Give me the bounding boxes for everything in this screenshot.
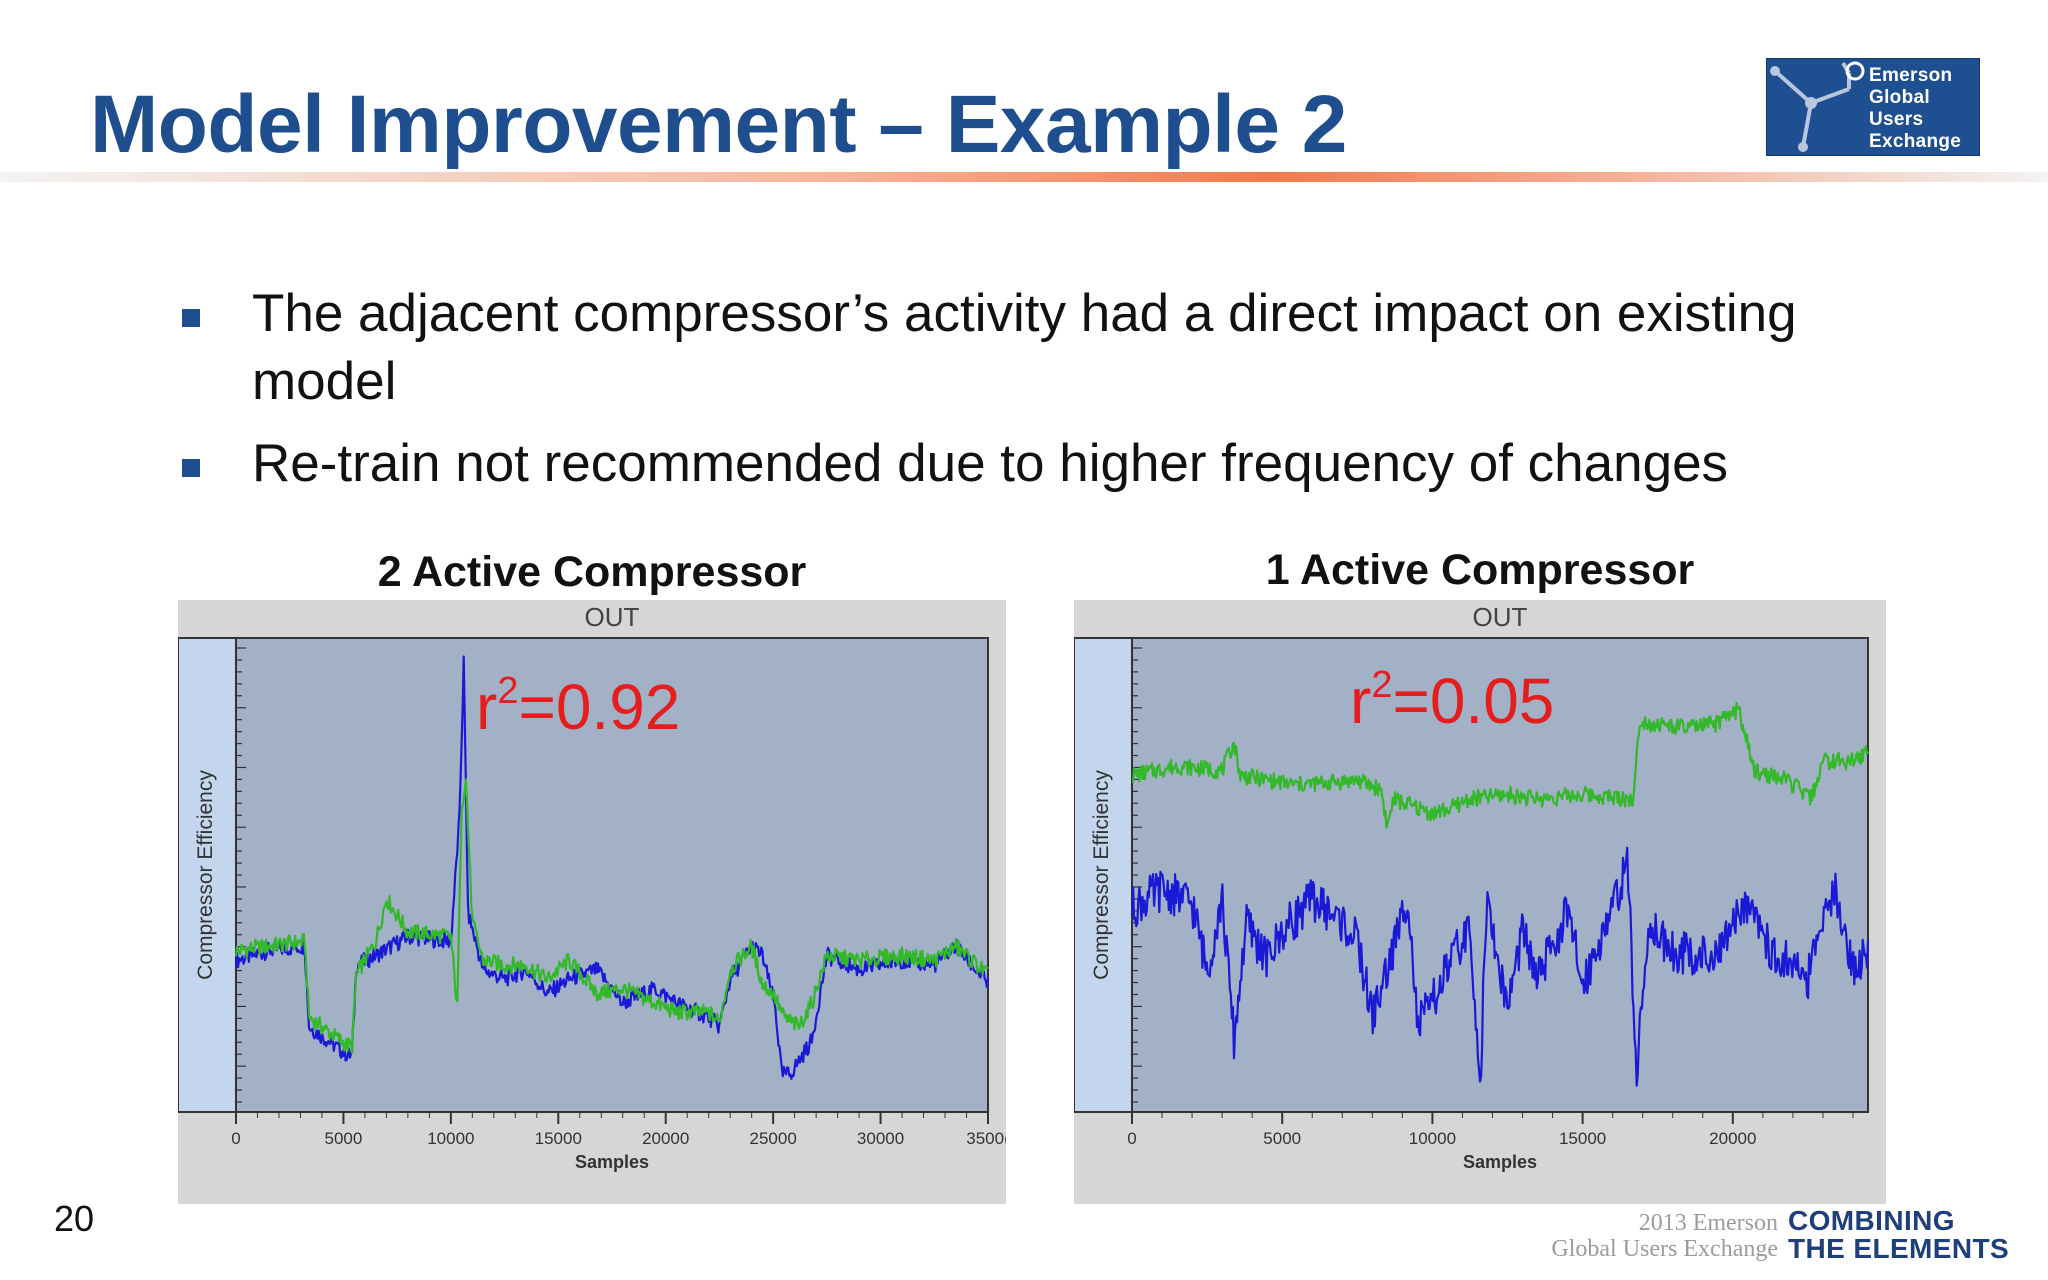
x-tick-label: 0 <box>1127 1129 1136 1148</box>
x-tick-label: 5000 <box>325 1129 363 1148</box>
x-tick-label: 0 <box>231 1129 240 1148</box>
footer-event-label: 2013 Emerson Global Users Exchange <box>1551 1210 1778 1262</box>
square-bullet-icon <box>182 309 200 327</box>
x-tick-label: 3500( <box>966 1129 1006 1148</box>
r-squared-annotation-left: r2=0.92 <box>476 670 681 743</box>
x-tick-label: 20000 <box>1709 1129 1756 1148</box>
x-tick-label: 5000 <box>1263 1129 1301 1148</box>
compressor-efficiency-chart-2-active: OUT Compressor Efficiency 0 5000 10000 15000 2… <box>178 600 1006 1204</box>
square-bullet-icon <box>182 459 200 477</box>
bullet-item: The adjacent compressor’s activity had a… <box>170 280 1890 416</box>
x-axis-label: Samples <box>575 1152 649 1172</box>
y-axis-strip <box>1074 637 1133 1113</box>
bullet-list: The adjacent compressor’s activity had a… <box>170 280 1890 512</box>
x-axis-label: Samples <box>1463 1152 1537 1172</box>
emerson-logo: Emerson Global Users Exchange <box>1766 58 1980 156</box>
compressor-efficiency-chart-1-active: OUT Compressor Efficiency 0 5000 10000 15000 2… <box>1074 600 1886 1204</box>
logo-text: Emerson Global Users Exchange <box>1869 65 1962 152</box>
x-tick-label: 30000 <box>857 1129 904 1148</box>
y-axis-label: Compressor Efficiency <box>194 770 217 980</box>
x-tick-label: 25000 <box>750 1129 797 1148</box>
x-tick-label: 15000 <box>1559 1129 1606 1148</box>
title-divider <box>0 172 2048 182</box>
slide-title: Model Improvement – Example 2 <box>90 79 1347 170</box>
series-line <box>234 655 990 1080</box>
r-squared-annotation-right: r2=0.05 <box>1350 664 1555 737</box>
page-number: 20 <box>54 1198 95 1239</box>
x-tick-label: 20000 <box>642 1129 689 1148</box>
bullet-text: Re-train not recommended due to higher f… <box>252 434 1729 493</box>
panel-title: OUT <box>1473 602 1528 632</box>
panel-title: OUT <box>585 602 640 632</box>
x-tick-label: 10000 <box>1409 1129 1456 1148</box>
bullet-text: The adjacent compressor’s activity had a… <box>252 284 1797 411</box>
footer-brand-tagline: COMBINING THE ELEMENTS <box>1788 1205 2010 1264</box>
x-tick-label: 10000 <box>427 1129 474 1148</box>
plot-area <box>1131 637 1869 1113</box>
series-line <box>1132 701 1869 829</box>
series-line <box>234 778 989 1054</box>
x-tick-label: 15000 <box>535 1129 582 1148</box>
chart-title-right: 1 Active Compressor <box>1265 546 1695 594</box>
chart-title-left: 2 Active Compressor <box>377 548 807 596</box>
bullet-item: Re-train not recommended due to higher f… <box>170 430 1890 498</box>
y-axis-label: Compressor Efficiency <box>1090 770 1113 980</box>
molecule-icon <box>1770 61 1865 152</box>
plot-area <box>235 637 989 1113</box>
series-line <box>1130 846 1870 1087</box>
